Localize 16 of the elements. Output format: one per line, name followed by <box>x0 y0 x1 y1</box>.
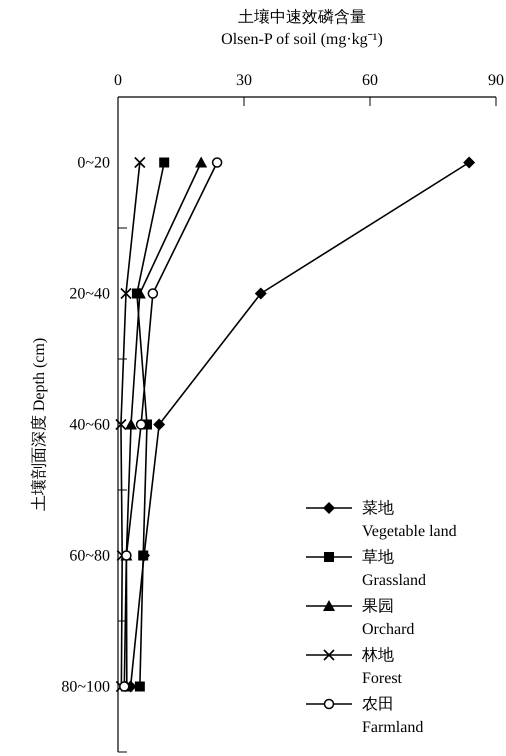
y-tick-label: 60~80 <box>69 548 110 564</box>
legend-label: 草地 Grassland <box>362 548 426 589</box>
legend-label: 林地 Forest <box>361 646 403 687</box>
y-tick-label: 20~40 <box>69 286 110 302</box>
legend-label: 菜地 Vegetable land <box>362 499 457 540</box>
y-tick-label: 0~20 <box>77 154 110 172</box>
y-axis-title: 土壤剖面深度 Depth (cm) <box>30 338 48 512</box>
legend-label: 农田 Farmland <box>362 696 424 736</box>
x-tick-label: 60 <box>362 72 378 89</box>
y-tick-label: 40~60 <box>69 416 110 434</box>
x-axis-title: 土壤中速效磷含量 Olsen-P of soil (mg·kg⁻¹) <box>221 8 383 48</box>
legend-label: 果园 Orchard <box>362 598 414 638</box>
y-tick-label: 80~100 <box>61 678 110 696</box>
x-tick-label: 0 <box>114 72 122 89</box>
x-tick-label: 30 <box>236 72 252 89</box>
x-tick-label: 90 <box>488 72 504 89</box>
